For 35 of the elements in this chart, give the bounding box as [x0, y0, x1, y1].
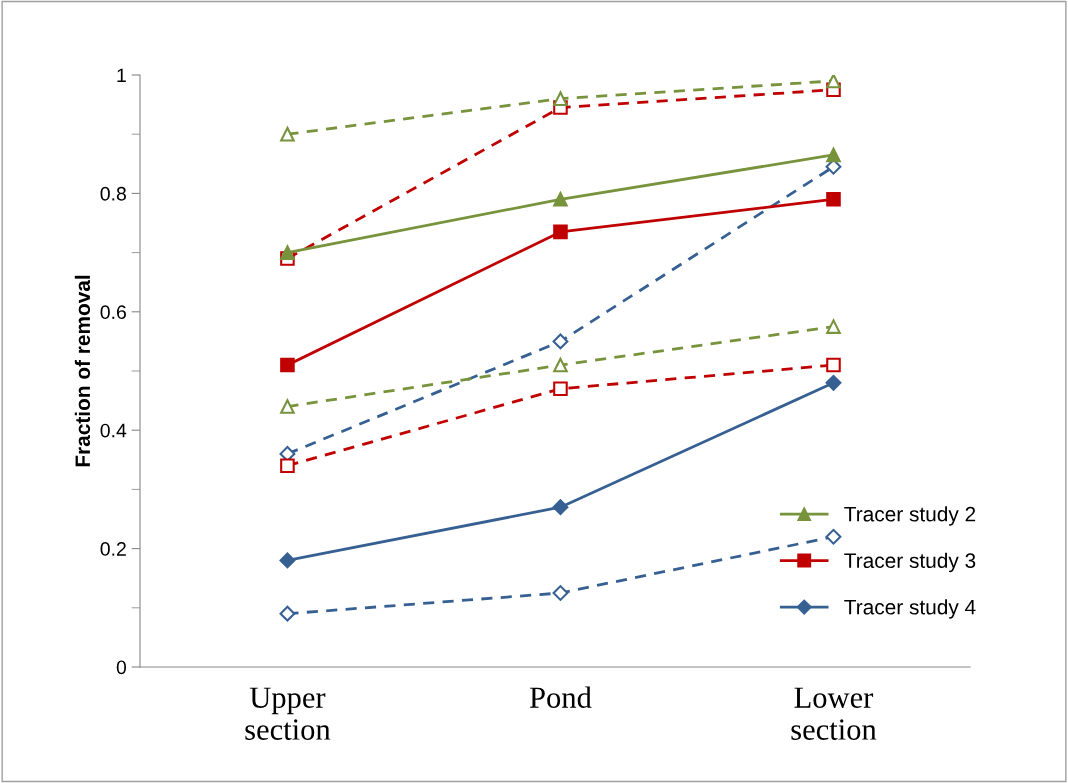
y-tick-label: 0.2	[100, 542, 126, 556]
y-tick-label: 0	[116, 660, 127, 675]
point	[280, 399, 295, 414]
point	[826, 319, 841, 334]
y-axis-title: Fraction of removal	[74, 275, 91, 467]
y-tick-label: 0.6	[100, 305, 126, 320]
point	[552, 499, 569, 516]
point	[826, 192, 841, 207]
point	[553, 357, 568, 373]
y-tick-label: 1	[117, 68, 126, 83]
x-tick-label: Pond	[529, 686, 592, 708]
point	[553, 381, 568, 397]
y-tick-label: 0.8	[100, 186, 126, 201]
y-tick-label: 0.4	[100, 423, 127, 438]
point	[280, 357, 295, 373]
point	[825, 528, 842, 545]
x-tick-label: Lower section	[791, 687, 877, 740]
point	[279, 605, 296, 622]
point	[553, 91, 568, 106]
point	[280, 458, 295, 474]
legend-label: Tracer study 2	[844, 506, 976, 526]
point	[552, 333, 569, 350]
legend-label: Tracer study 4	[844, 599, 976, 619]
legend-label: Tracer study 3	[844, 552, 976, 573]
point	[280, 126, 295, 142]
point	[826, 357, 841, 373]
point	[826, 75, 841, 89]
point	[279, 552, 296, 569]
point	[552, 585, 569, 601]
point	[280, 245, 295, 260]
point	[826, 147, 841, 163]
point	[553, 192, 568, 207]
x-tick-label: Upper section	[245, 687, 331, 740]
point	[825, 374, 842, 391]
point	[553, 224, 568, 240]
